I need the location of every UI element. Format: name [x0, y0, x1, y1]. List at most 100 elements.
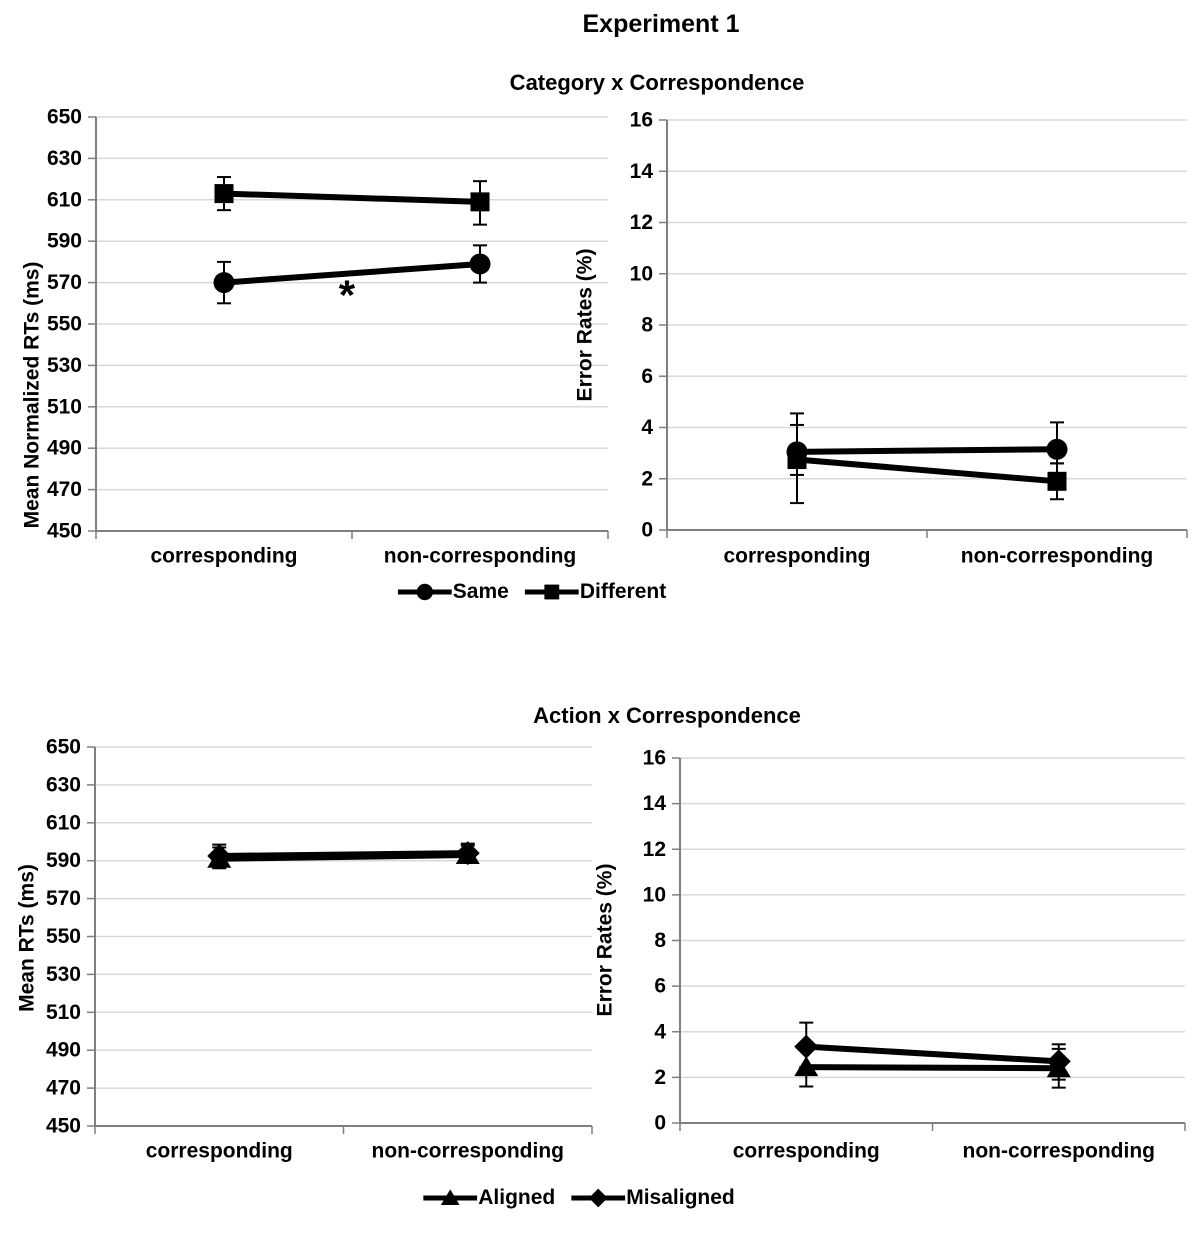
- y-tick-label: 490: [47, 437, 82, 460]
- x-category-label: corresponding: [733, 1140, 880, 1163]
- chart-category-rt: 450 470 490 510 530 550 570 590 610 630 650 corresp…: [21, 106, 609, 568]
- y-tick-label: 12: [643, 838, 666, 861]
- y-tick-label: 550: [47, 313, 82, 336]
- figure-title: Experiment 1: [582, 10, 740, 38]
- legend-label-different: Different: [579, 580, 667, 603]
- y-tick-label: 470: [46, 1077, 81, 1100]
- y-tick-label: 6: [641, 365, 653, 388]
- y-tick-label: 0: [641, 519, 653, 542]
- y-tick-label: 590: [46, 849, 81, 872]
- x-category-label: corresponding: [723, 545, 870, 568]
- square-marker-icon: [524, 584, 579, 600]
- series-line: [796, 446, 1058, 455]
- x-category-label: non-corresponding: [372, 1140, 565, 1163]
- square-marker-icon: [214, 184, 234, 204]
- y-tick-label: 630: [47, 147, 82, 170]
- series-misaligned: [207, 841, 480, 868]
- y-tick-label: 14: [643, 792, 667, 815]
- legend-label-same: Same: [452, 580, 509, 603]
- legend-item-same: Same: [397, 580, 509, 604]
- x-category-label: corresponding: [150, 545, 297, 568]
- circle-marker-icon: [469, 253, 491, 275]
- y-tick-label: 8: [641, 314, 653, 337]
- square-marker-icon: [1047, 471, 1067, 491]
- circle-marker-icon: [786, 441, 808, 463]
- circle-marker-icon: [1046, 438, 1068, 460]
- y-tick-label: 16: [630, 109, 653, 132]
- chart-action-rt: 450 470 490 510 530 550 570 590 610 630 650 corresp…: [16, 736, 593, 1163]
- y-tick-label: 10: [643, 883, 666, 906]
- y-tick-label: 12: [630, 211, 653, 234]
- y-tick-label: 630: [46, 773, 81, 796]
- circle-marker-icon: [416, 583, 433, 601]
- series-line: [223, 260, 481, 286]
- diamond-marker-icon: [571, 1188, 626, 1208]
- y-tick-label: 470: [47, 478, 82, 501]
- square-marker-icon: [470, 192, 490, 212]
- gridlines: [680, 757, 1185, 1079]
- y-tick-label: 490: [46, 1039, 81, 1062]
- legend-category: Same Different: [397, 580, 667, 604]
- series-line: [806, 1043, 1059, 1065]
- y-axis-title: Error Rates (%): [594, 864, 617, 1017]
- section-title-action: Action x Correspondence: [533, 703, 801, 728]
- axes: 0 2 4 6 8 10 12 14 16: [643, 747, 1186, 1135]
- x-category-label: non-corresponding: [961, 545, 1154, 568]
- y-axis-title: Error Rates (%): [574, 249, 597, 402]
- series-same: [786, 421, 1068, 476]
- y-tick-label: 550: [46, 925, 81, 948]
- y-axis-title: Mean RTs (ms): [16, 864, 39, 1012]
- y-tick-label: 14: [630, 160, 654, 183]
- y-tick-label: 570: [47, 271, 82, 294]
- legend-label-aligned: Aligned: [478, 1186, 556, 1209]
- legend-item-aligned: Aligned: [423, 1186, 555, 1210]
- y-tick-label: 530: [46, 963, 81, 986]
- y-tick-label: 650: [47, 106, 82, 129]
- y-tick-label: 2: [641, 467, 653, 490]
- gridlines: [95, 746, 592, 1089]
- y-tick-label: 510: [47, 395, 82, 418]
- chart-category-errors: 0 2 4 6 8 10 12 14 16 corresponding non-correspond…: [574, 109, 1188, 568]
- circle-marker-icon: [397, 583, 452, 601]
- axes: 0 2 4 6 8 10 12 14 16: [630, 109, 1188, 542]
- y-tick-label: 570: [46, 887, 81, 910]
- gridlines: [96, 116, 608, 491]
- axes: 450 470 490 510 530 550 570 590 610 630 650: [47, 106, 609, 543]
- y-tick-label: 0: [654, 1112, 666, 1135]
- series-different: [214, 176, 490, 226]
- series-line: [806, 1064, 1059, 1072]
- y-tick-label: 530: [47, 354, 82, 377]
- series-line: [223, 190, 481, 205]
- y-tick-label: 450: [47, 520, 82, 543]
- y-tick-label: 10: [630, 262, 653, 285]
- series-aligned: [794, 1047, 1071, 1089]
- y-tick-label: 510: [46, 1001, 81, 1024]
- series-line: [796, 456, 1058, 485]
- significance-asterisk: *: [339, 272, 356, 319]
- circle-marker-icon: [213, 272, 235, 294]
- y-axis-title: Mean Normalized RTs (ms): [21, 262, 44, 529]
- y-tick-label: 450: [46, 1115, 81, 1138]
- legend-item-misaligned: Misaligned: [571, 1186, 735, 1210]
- chart-action-errors: 0 2 4 6 8 10 12 14 16 corresponding non-correspond…: [594, 747, 1186, 1163]
- gridlines: [667, 119, 1187, 480]
- y-tick-label: 610: [46, 811, 81, 834]
- y-tick-label: 4: [641, 416, 653, 439]
- y-tick-label: 610: [47, 188, 82, 211]
- diamond-marker-icon: [794, 1034, 819, 1059]
- x-category-label: corresponding: [146, 1140, 293, 1163]
- legend-action: Aligned Misaligned: [423, 1186, 735, 1210]
- diamond-marker-icon: [1046, 1049, 1071, 1074]
- diamond-marker-icon: [588, 1188, 608, 1208]
- y-tick-label: 6: [654, 975, 666, 998]
- triangle-marker-icon: [440, 1189, 460, 1206]
- triangle-marker-icon: [423, 1189, 478, 1206]
- y-tick-label: 2: [654, 1066, 666, 1089]
- diamond-marker-icon: [207, 843, 232, 868]
- y-tick-label: 590: [47, 230, 82, 253]
- series-misaligned: [794, 1021, 1071, 1081]
- legend-item-different: Different: [524, 580, 667, 604]
- y-tick-label: 8: [654, 929, 666, 952]
- diamond-marker-icon: [455, 841, 480, 866]
